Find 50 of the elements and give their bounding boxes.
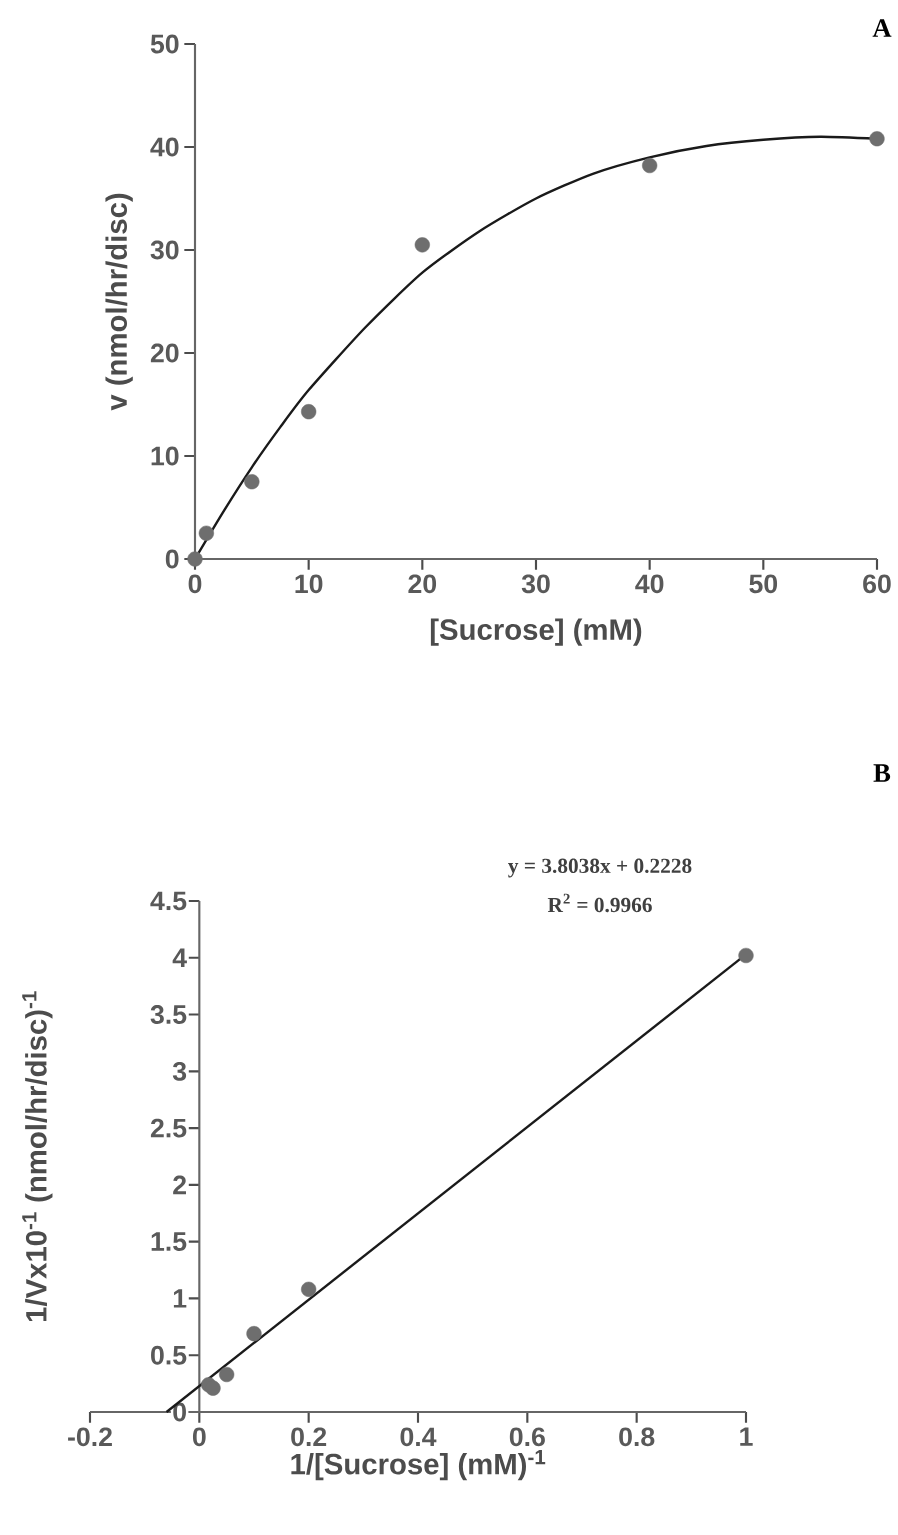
y-tick-label: 10 [151,446,179,466]
point [187,551,203,567]
y-tick-label: 20 [150,343,179,363]
y-axis-title: v (nmol/hr/disc) [105,193,133,411]
point [205,1380,221,1396]
y-tick-label: 2 [173,1175,186,1195]
x-tick-label: 50 [749,574,778,594]
point [642,157,658,174]
x-tick-label: -0.2 [68,1427,112,1447]
x-tick-label: 20 [408,574,437,594]
text: A [872,19,892,37]
text: B [873,764,891,782]
y-tick-label: 40 [150,137,179,157]
point [198,525,214,541]
y-tick-label: 30 [150,240,179,260]
point [301,404,317,420]
x-tick-label: 10 [295,574,323,594]
y-tick-label: 3 [172,1061,187,1081]
y-tick-label: 4.5 [150,891,187,911]
x-axis-title: 1/[Sucrose] (mM)$^{-1}$ [291,1450,546,1481]
annotation: R$^{2}$ = 0.9966 [547,893,652,913]
x-tick-label: 0 [188,574,202,594]
point [244,474,260,490]
y-axis-title: 1/Vx10$^{-1}$ (nmol/hr/disc)$^{-1}$ [22,991,53,1322]
x-tick-label: 40 [635,574,664,594]
x-tick-label: 0.4 [400,1427,437,1447]
point [869,131,885,147]
y-tick-label: 0 [165,549,179,569]
x-tick-label: 1 [740,1427,753,1446]
x-tick-label: 60 [863,574,891,594]
point [219,1366,235,1383]
y-tick-label: 2.5 [150,1118,187,1138]
x-tick-label: 0.8 [619,1427,655,1447]
y-tick-label: 4 [172,948,187,967]
point [414,237,430,253]
y-tick-label: 50 [150,34,179,54]
point [301,1281,317,1297]
x-tick-label: 0 [192,1427,206,1447]
x-tick-label: 30 [521,574,550,594]
y-tick-label: 0 [173,1402,186,1422]
x-axis-title: [Sucrose] (mM) [430,618,642,646]
y-tick-label: 1.5 [151,1232,187,1251]
y-tick-label: 3.5 [150,1005,187,1025]
text: y = 3.8038x + 0.2228 [508,858,692,878]
y-tick-label: 0.5 [151,1345,187,1365]
x-tick-label: 0.6 [509,1427,545,1447]
x-tick-label: 0.2 [291,1427,327,1447]
y-tick-label: 1 [173,1289,187,1308]
point [738,947,754,964]
point [246,1326,262,1342]
